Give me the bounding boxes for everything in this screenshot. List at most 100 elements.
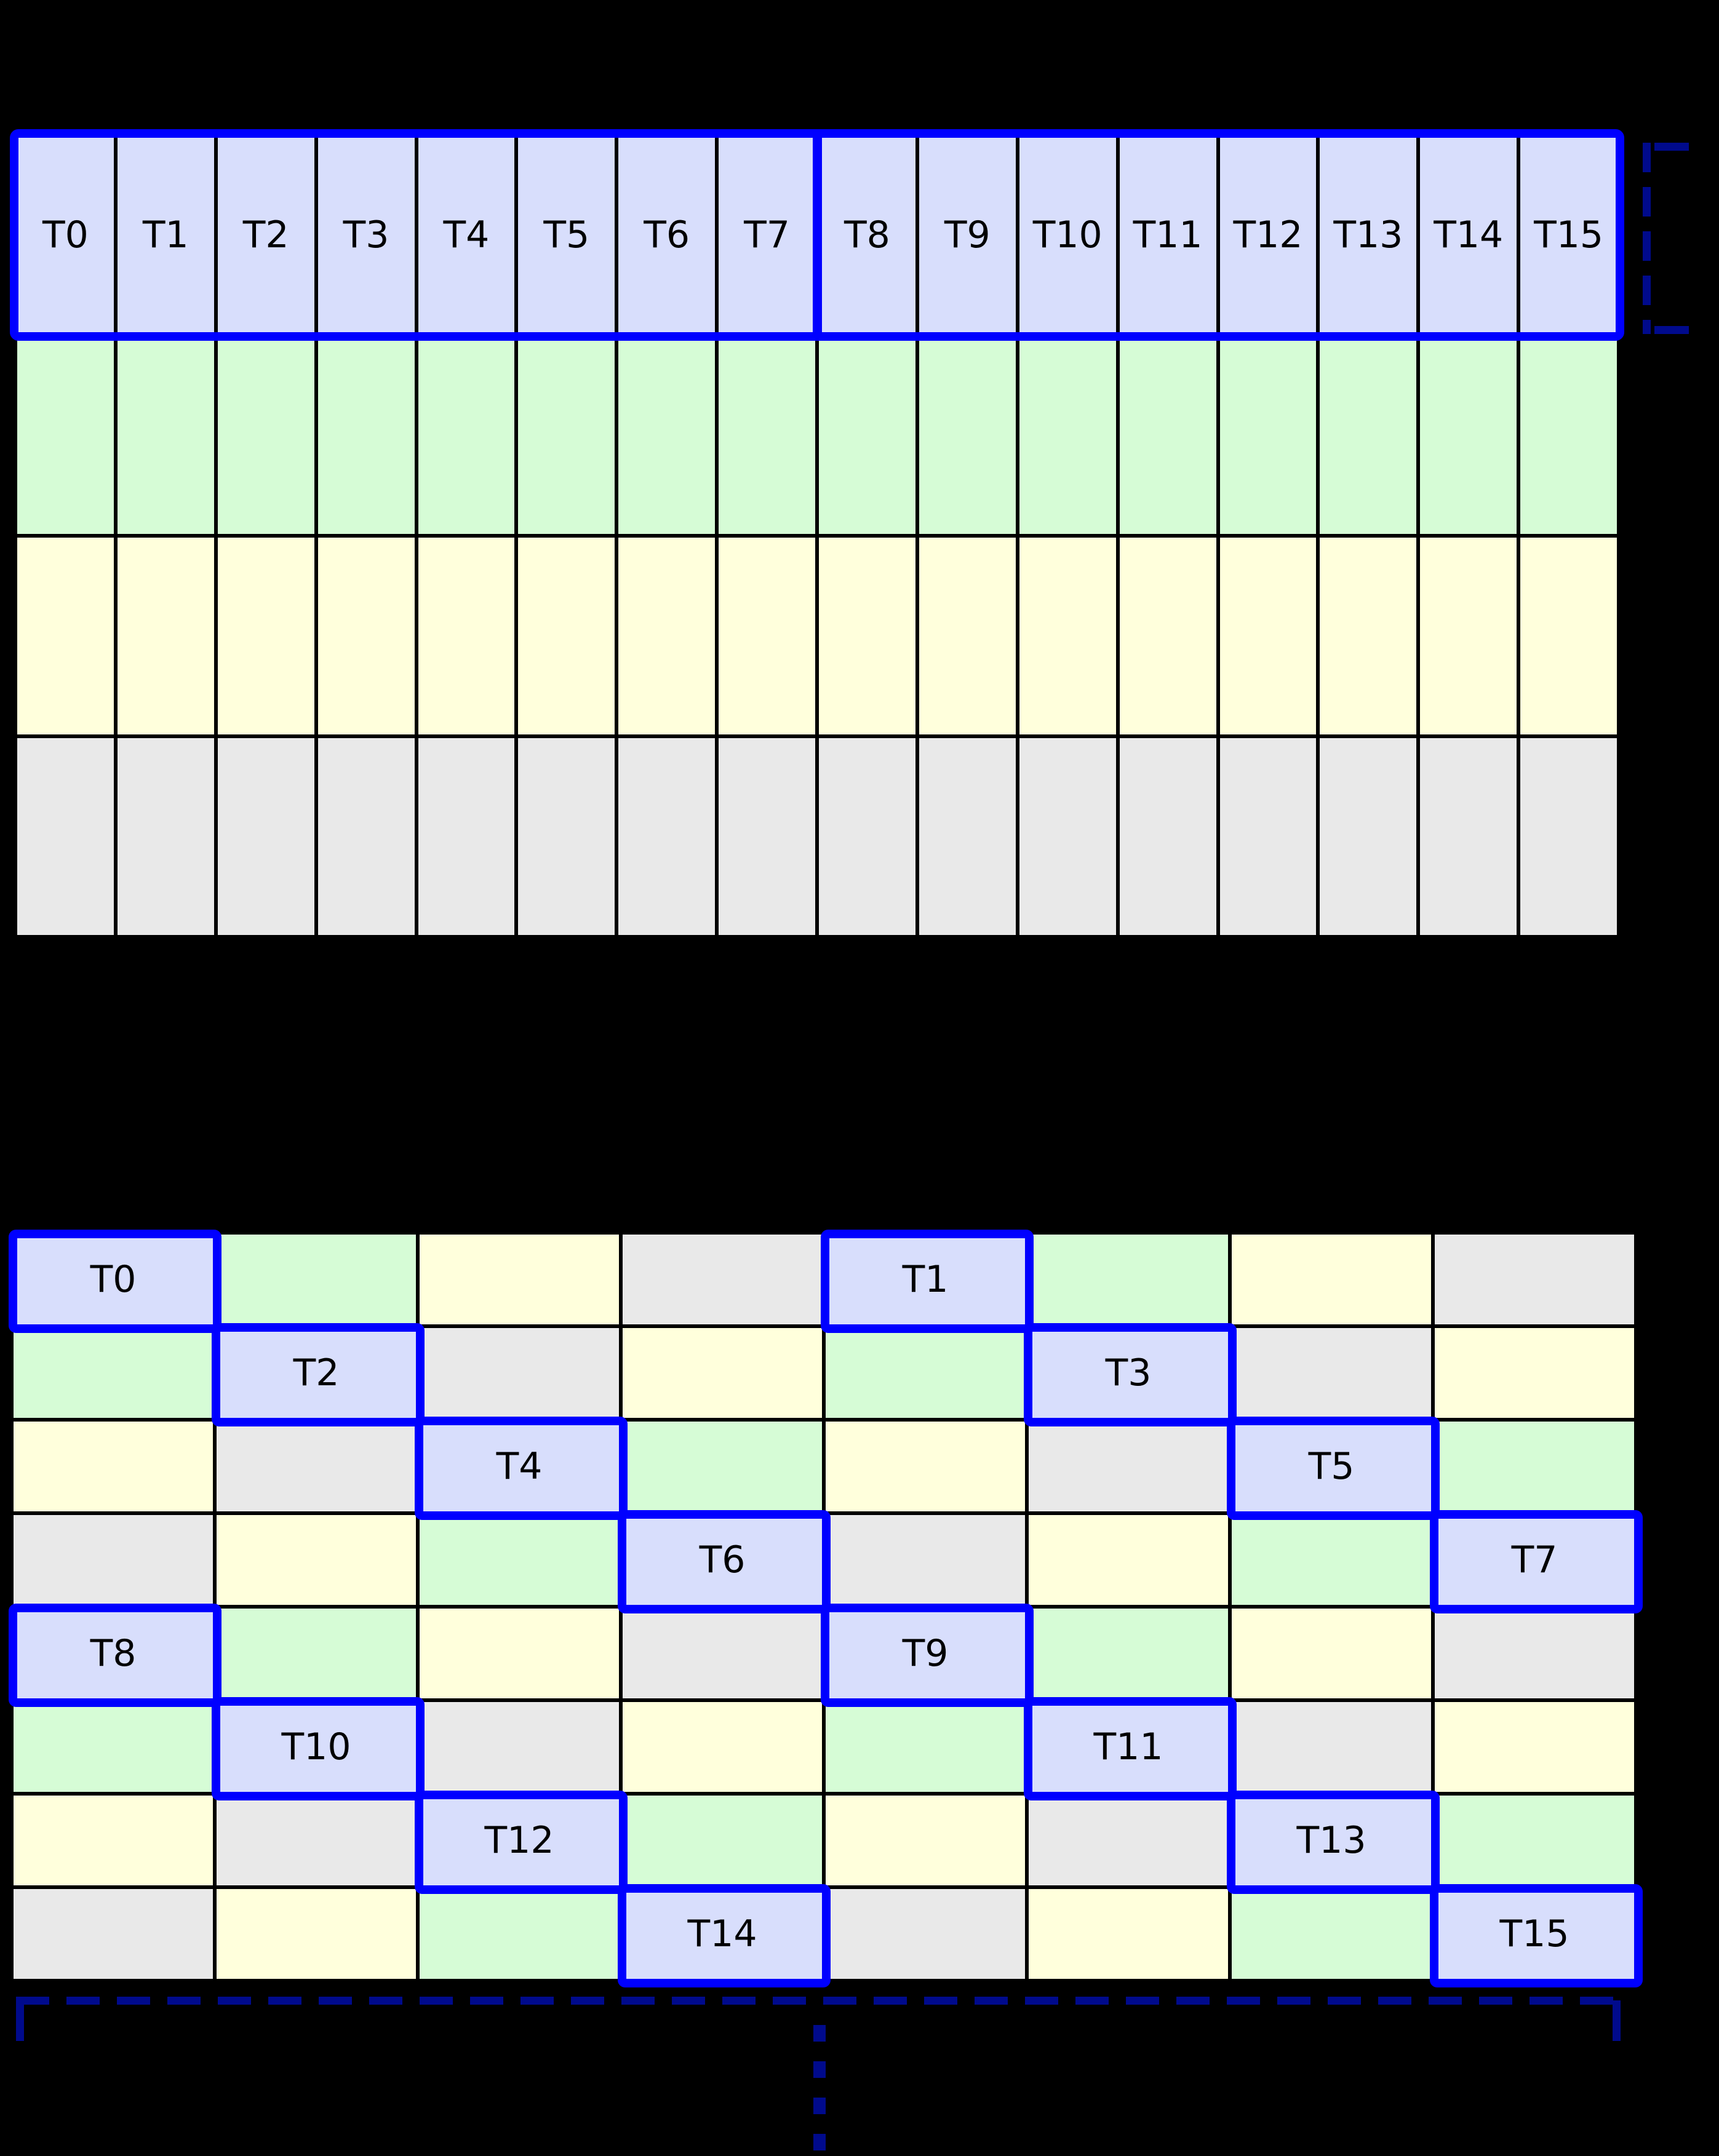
memory-cell [418,1887,621,1981]
ellipsis-dot [813,2025,826,2042]
linear-layout-grid: T0T1T2T3T4T5T6T7T8T9T10T11T12T13T14T15 [14,133,1621,939]
memory-cell [1230,1887,1433,1981]
memory-cell [12,1326,215,1420]
continuation-ellipsis [813,2025,826,2150]
memory-cell [1118,536,1218,736]
thread-cell: T15 [1518,135,1619,335]
memory-cell [1027,1607,1230,1700]
bracket-top-arm [1654,143,1689,151]
memory-cell [216,736,316,937]
memory-cell [917,536,1018,736]
memory-cell [215,1794,418,1887]
memory-cell [1418,536,1518,736]
memory-cell [1433,1607,1636,1700]
memory-cell [12,1420,215,1513]
memory-cell [216,335,316,536]
memory-cell [15,335,116,536]
memory-cell [817,736,917,937]
memory-cell [418,1607,621,1700]
memory-cell [621,1607,824,1700]
memory-cell [316,335,417,536]
memory-cell [717,736,817,937]
memory-cell [717,536,817,736]
memory-cell [1418,736,1518,937]
memory-cell [215,1233,418,1326]
swizzled-layout-grid: T0T1T2T3T4T5T6T7T8T9T10T11T12T13T14T15 [10,1231,1638,1983]
memory-cell [1418,335,1518,536]
memory-cell [1218,335,1318,536]
memory-cell [717,335,817,536]
memory-cell [824,1887,1027,1981]
memory-cell [1018,736,1118,937]
memory-cell [824,1513,1027,1607]
memory-cell [621,1794,824,1887]
memory-cell [1118,335,1218,536]
thread-cell: T4 [418,1420,621,1513]
thread-cell: T10 [215,1700,418,1794]
memory-cell [316,736,417,937]
thread-cell: T5 [1230,1420,1433,1513]
memory-cell [1433,1326,1636,1420]
ellipsis-dot [813,2098,826,2114]
memory-cell [1518,335,1619,536]
memory-cell [215,1887,418,1981]
thread-cell: T11 [1118,135,1218,335]
bracket-vertical-dashed-line [1643,143,1651,334]
thread-cell: T0 [12,1233,215,1326]
memory-cell [1018,536,1118,736]
thread-cell: T4 [417,135,517,335]
memory-cell [1027,1887,1230,1981]
memory-cell [1433,1794,1636,1887]
thread-cell: T1 [824,1233,1027,1326]
memory-cell [516,536,616,736]
thread-cell: T6 [621,1513,824,1607]
memory-cell [621,1326,824,1420]
memory-cell [418,1326,621,1420]
memory-cell [917,736,1018,937]
memory-cell [418,1700,621,1794]
thread-cell: T2 [215,1326,418,1420]
thread-cell: T15 [1433,1887,1636,1981]
memory-cell [616,536,717,736]
memory-cell [1027,1420,1230,1513]
memory-cell [616,736,717,937]
memory-cell [15,736,116,937]
thread-cell: T0 [15,135,116,335]
memory-cell [1230,1513,1433,1607]
memory-cell [12,1794,215,1887]
memory-cell [817,536,917,736]
memory-cell [418,1233,621,1326]
memory-cell [215,1513,418,1607]
thread-swizzle-diagram: T0T1T2T3T4T5T6T7T8T9T10T11T12T13T14T15 T… [0,0,1719,2156]
memory-cell [1027,1794,1230,1887]
underbrace-left-tick [16,2000,24,2041]
memory-cell [418,1513,621,1607]
memory-cell [1230,1326,1433,1420]
memory-cell [116,536,216,736]
memory-cell [1433,1233,1636,1326]
memory-cell [1218,736,1318,937]
memory-cell [1027,1233,1230,1326]
memory-cell [1118,736,1218,937]
memory-cell [12,1513,215,1607]
memory-cell [1518,736,1619,937]
memory-cell [1230,1700,1433,1794]
memory-cell [1027,1513,1230,1607]
thread-cell: T10 [1018,135,1118,335]
thread-cell: T2 [216,135,316,335]
thread-cell: T8 [12,1607,215,1700]
thread-cell: T13 [1318,135,1418,335]
memory-cell [621,1233,824,1326]
memory-cell [215,1607,418,1700]
memory-cell [1518,536,1619,736]
memory-cell [1318,736,1418,937]
memory-cell [1433,1420,1636,1513]
memory-cell [316,536,417,736]
thread-cell: T5 [516,135,616,335]
memory-cell [516,335,616,536]
ellipsis-dot [813,2061,826,2078]
thread-cell: T13 [1230,1794,1433,1887]
memory-cell [116,736,216,937]
thread-cell: T6 [616,135,717,335]
bracket-bottom-arm [1654,326,1689,334]
